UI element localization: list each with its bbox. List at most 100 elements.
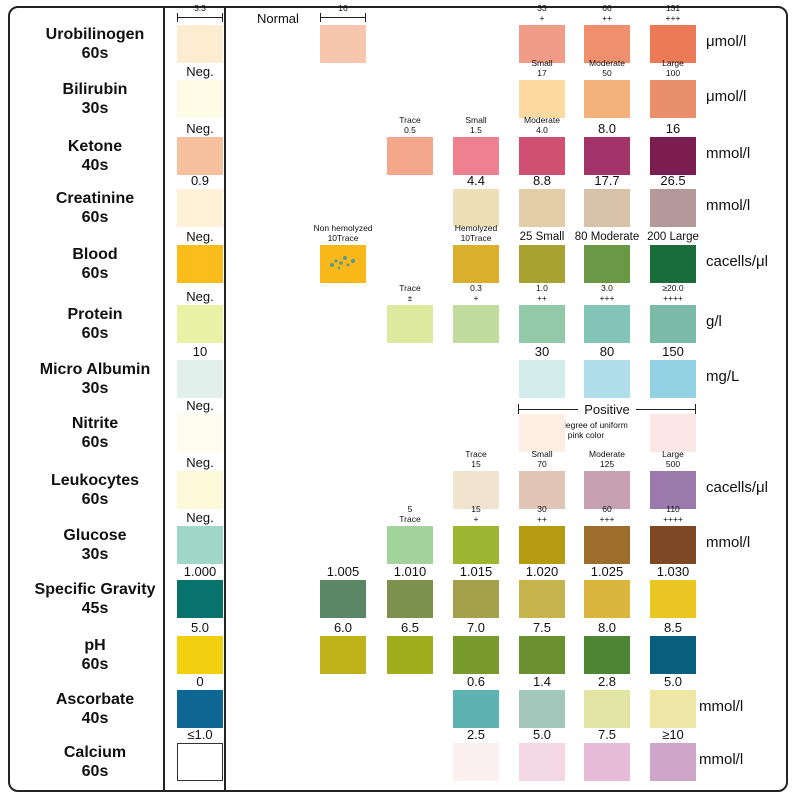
color-pad (453, 526, 499, 564)
pad-label-line: ≥10 (662, 727, 684, 742)
test-name-line: Calcium (63, 744, 127, 761)
pad-label-line: 6.0 (333, 620, 353, 635)
pad-label-line: 50 (602, 67, 612, 78)
pad-label: 8.5 (638, 620, 708, 635)
pad-label-line: 0.5 (404, 124, 416, 135)
pad-label-line: 1.0 (536, 283, 548, 293)
test-time: 60s (81, 434, 109, 451)
pad-label-line: Trace (399, 283, 421, 293)
pad-label: 16 (638, 122, 708, 135)
color-pad (453, 305, 499, 343)
unit-label-ascorbate-40s: mmol/l (699, 698, 744, 715)
strip-label-calcium-60s: ≤1.0 (187, 727, 213, 742)
color-pad (320, 580, 366, 618)
color-pad (584, 189, 630, 227)
pad-label-line: 8.0 (597, 620, 617, 635)
color-pad (650, 245, 696, 283)
pad-label: 8.0 (572, 620, 642, 635)
pad-label-line: Trace (465, 449, 487, 459)
pad-label: 8.0 (572, 121, 642, 136)
color-pad (584, 25, 630, 63)
pad-label-line: 60 (602, 504, 612, 514)
pad-label: 0.6 (441, 674, 511, 689)
strip-pad-bilirubin-30s (177, 80, 223, 118)
pad-label-line: 1.020 (525, 564, 559, 579)
pad-label-line: 3.0 (601, 283, 613, 293)
unit-label-micro-albumin-30s: mg/L (706, 368, 740, 385)
color-pad (650, 25, 696, 63)
color-pad (584, 526, 630, 564)
strip-label-leukocytes-60s: Neg. (186, 455, 214, 470)
strip-pad-urobilinogen-60s (177, 25, 223, 63)
color-pad (320, 25, 366, 63)
test-time: 30s (81, 546, 109, 563)
pad-label: 6.5 (375, 621, 445, 634)
color-pad (453, 743, 499, 781)
strip-label-nitrite-60s: Neg. (186, 398, 214, 413)
color-pad (650, 580, 696, 618)
pad-label-line: 0.6 (466, 674, 486, 689)
color-pad (387, 580, 433, 618)
color-pad (519, 414, 565, 452)
pad-label-line: 2.5 (466, 727, 486, 742)
pad-label-line: + (473, 292, 479, 303)
unit-label-creatinine-60s: mmol/l (706, 197, 751, 214)
color-pad (519, 137, 565, 175)
test-time: 60s (81, 325, 109, 342)
pad-label: Trace 15 (441, 449, 511, 469)
test-name-line: Ascorbate (55, 691, 135, 708)
pad-label: 17.7 (572, 174, 642, 187)
test-name-glucose-30s: Glucose 30s (20, 526, 170, 564)
test-time: 45s (81, 600, 109, 617)
pad-label-line: Large (662, 58, 684, 68)
pad-label-line: Trace (399, 513, 421, 524)
pad-label-line: 8.0 (597, 121, 617, 136)
pad-label-line: Small (465, 115, 487, 125)
color-pad (519, 690, 565, 728)
test-name-blood-60s: Blood 60s (20, 245, 170, 283)
pad-label: 1.4 (507, 674, 577, 689)
pad-label: 5.0 (507, 728, 577, 741)
pad-label-line: 80 Moderate (574, 231, 640, 243)
pad-label: 7.5 (507, 621, 577, 634)
pad-label: Large 100 (638, 58, 708, 78)
normal-dimension: 16 (320, 3, 366, 22)
pad-label: 80 Moderate (572, 231, 642, 243)
pad-label-line: 100 (665, 67, 681, 78)
pad-label-line: + (539, 12, 545, 23)
pad-label-line: 5.0 (663, 674, 683, 689)
pad-label: Trace 0.5 (375, 115, 445, 135)
color-pad (519, 471, 565, 509)
pad-label-line: Small (531, 58, 553, 68)
pad-label: Moderate 125 (572, 449, 642, 469)
color-pad (650, 360, 696, 398)
test-name-line: Bilirubin (62, 81, 128, 98)
strip-pad-nitrite-60s (177, 414, 223, 452)
pad-label: 5 Trace (375, 504, 445, 524)
test-time: 30s (81, 380, 109, 397)
color-pad (519, 25, 565, 63)
color-pad (584, 690, 630, 728)
strip-pad-micro-albumin-30s (177, 360, 223, 398)
pad-label: ≥20.0 ++++ (638, 283, 708, 303)
strip-pad-creatinine-60s (177, 189, 223, 227)
unit-label-calcium-60s: mmol/l (699, 751, 744, 768)
normal-label: Normal (257, 11, 299, 26)
pad-label: Moderate 4.0 (507, 115, 577, 135)
test-name-ascorbate-40s: Ascorbate 40s (20, 690, 170, 728)
pad-label-line: 8.5 (663, 620, 683, 635)
blood-spots-icon (330, 256, 356, 270)
pad-label-line: 7.5 (597, 727, 617, 742)
pad-label-line: 1.4 (532, 674, 552, 689)
pad-label-line: 200 Large (647, 231, 699, 243)
pad-label: 1.005 (308, 565, 378, 578)
test-time: 40s (81, 157, 109, 174)
color-pad (519, 80, 565, 118)
color-pad (453, 580, 499, 618)
strip-label-bilirubin-30s: Neg. (186, 64, 214, 79)
pad-label-line: 30 (534, 344, 550, 359)
pad-label: Large 500 (638, 449, 708, 469)
pad-label: 66 ++ (572, 3, 642, 23)
pad-label-line: 2.8 (597, 674, 617, 689)
pad-label: 15 + (441, 504, 511, 524)
